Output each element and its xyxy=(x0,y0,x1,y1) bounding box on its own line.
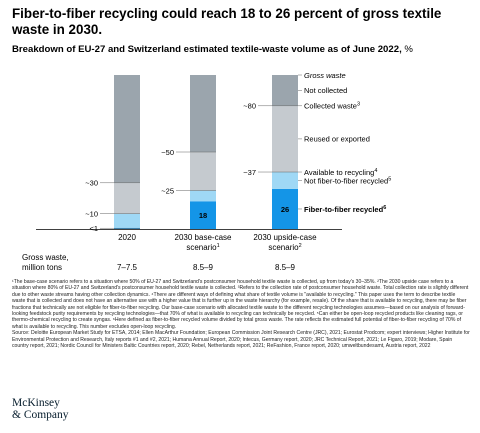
bar-segment-not-fiber-to-fiber xyxy=(114,213,140,229)
value-label: <1 xyxy=(89,224,98,233)
bar-segment-fiber-to-fiber xyxy=(190,201,216,229)
logo-line-2: & Company xyxy=(12,409,69,421)
value-label: ~80 xyxy=(243,102,256,111)
gross-waste-value: 8.5–9 xyxy=(275,263,296,272)
footnote-text: ¹The base-case scenario refers to a situ… xyxy=(12,279,469,330)
gross-waste-label: million tons xyxy=(22,263,62,272)
gross-waste-label: Gross waste, xyxy=(22,253,69,262)
bar-segment-not-collected xyxy=(190,75,216,152)
legend-label: Gross waste xyxy=(304,71,346,80)
category-label: scenario2 xyxy=(268,243,301,252)
legend-label: Available to recycling4 xyxy=(304,168,377,177)
bar-segment-not-fiber-to-fiber xyxy=(272,172,298,189)
gross-waste-value: 8.5–9 xyxy=(193,263,214,272)
value-label: ~50 xyxy=(161,148,174,157)
legend-label: Fiber-to-fiber recycled6 xyxy=(304,205,386,214)
value-label: ~37 xyxy=(243,168,256,177)
footnotes: ¹The base-case scenario refers to a situ… xyxy=(12,279,470,349)
bar-inner-label: 26 xyxy=(281,205,289,214)
legend-label: Not collected xyxy=(304,86,347,95)
source-text: Source: Deloitte European Market Study f… xyxy=(12,330,470,350)
chart-subtitle: Breakdown of EU-27 and Switzerland estim… xyxy=(12,44,468,56)
bar-segment-not-collected xyxy=(114,75,140,183)
bar-segment-not-fiber-to-fiber xyxy=(190,190,216,202)
gross-waste-value: 7–7.5 xyxy=(117,263,138,272)
bar-segment-reused-exported xyxy=(114,182,140,214)
mckinsey-logo: McKinsey & Company xyxy=(12,397,69,421)
bar-segment-fiber-to-fiber xyxy=(114,228,140,229)
category-label: 2020 xyxy=(118,233,136,242)
bar-segment-reused-exported xyxy=(272,105,298,173)
subtitle-text: Breakdown of EU-27 and Switzerland estim… xyxy=(12,44,402,55)
category-label: 2030 upside-case xyxy=(253,233,317,242)
subtitle-unit: % xyxy=(404,44,413,55)
category-label: scenario1 xyxy=(186,243,219,252)
value-label: ~10 xyxy=(85,209,98,218)
bar-segment-not-collected xyxy=(272,75,298,106)
chart-title: Fiber-to-fiber recycling could reach 18 … xyxy=(12,6,442,37)
bar-segment-fiber-to-fiber xyxy=(272,188,298,229)
logo-line-1: McKinsey xyxy=(12,397,60,409)
legend-label: Reused or exported xyxy=(304,135,370,144)
bar-segment-reused-exported xyxy=(190,152,216,191)
legend-label: Collected waste3 xyxy=(304,102,360,111)
category-label: 2030 base-case xyxy=(175,233,232,242)
value-label: ~25 xyxy=(161,186,174,195)
bar-inner-label: 18 xyxy=(199,211,207,220)
value-label: ~30 xyxy=(85,179,98,188)
legend-label: Not fiber-to-fiber recycled5 xyxy=(304,176,391,185)
